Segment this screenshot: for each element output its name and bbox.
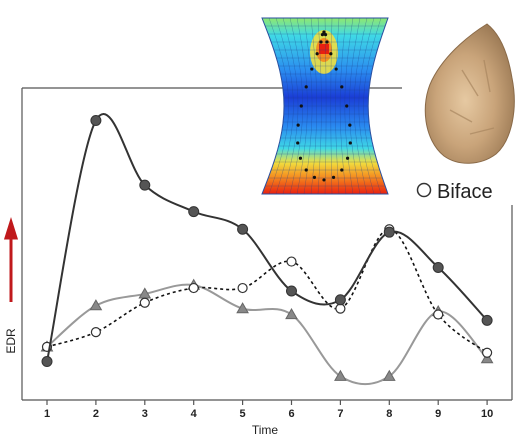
data-point bbox=[236, 302, 249, 314]
series-line bbox=[46, 112, 488, 362]
data-point bbox=[89, 299, 103, 311]
series-filled-circle bbox=[41, 112, 493, 368]
data-point bbox=[286, 285, 297, 297]
data-point bbox=[188, 282, 199, 294]
x-tick-label: 4 bbox=[191, 408, 198, 420]
legend-marker-open-circle bbox=[416, 182, 432, 198]
data-point bbox=[90, 327, 102, 338]
x-tick-label: 7 bbox=[337, 408, 343, 420]
y-axis-title: EDR bbox=[4, 328, 18, 354]
data-point bbox=[481, 314, 493, 326]
series-filled-triangle bbox=[40, 278, 494, 386]
x-tick-label: 9 bbox=[435, 408, 441, 420]
data-point bbox=[382, 369, 396, 381]
data-point bbox=[335, 303, 346, 314]
data-point bbox=[139, 179, 151, 191]
data-point bbox=[41, 356, 53, 368]
x-tick-label: 3 bbox=[142, 408, 148, 420]
data-point bbox=[285, 307, 298, 320]
series-line bbox=[46, 228, 488, 354]
data-point bbox=[432, 261, 444, 273]
deformed-grid-heatmap-icon bbox=[261, 17, 389, 195]
data-point bbox=[237, 223, 249, 235]
data-point bbox=[237, 282, 248, 294]
y-axis-title-group: EDR bbox=[3, 216, 19, 354]
data-point bbox=[90, 114, 102, 126]
x-axis-ticks: 1 2 3 4 5 6 7 8 9 10 bbox=[44, 400, 493, 420]
data-point bbox=[334, 294, 346, 306]
x-axis-title: Time bbox=[252, 423, 279, 437]
legend-label-biface: Biface bbox=[437, 181, 493, 203]
handaxe-stone-icon bbox=[424, 23, 515, 164]
x-tick-label: 10 bbox=[481, 408, 493, 420]
data-point bbox=[334, 369, 347, 381]
x-tick-label: 1 bbox=[44, 408, 50, 420]
x-tick-label: 2 bbox=[93, 408, 99, 420]
x-tick-label: 5 bbox=[240, 408, 246, 420]
data-point bbox=[286, 256, 297, 267]
x-tick-label: 8 bbox=[386, 408, 392, 420]
data-point bbox=[433, 309, 444, 320]
series-open-circle bbox=[41, 224, 493, 358]
data-point bbox=[480, 352, 494, 364]
data-point bbox=[188, 206, 200, 218]
legend: Biface bbox=[416, 181, 493, 203]
data-point bbox=[383, 226, 395, 238]
up-arrow-icon bbox=[3, 216, 19, 302]
data-point bbox=[139, 297, 150, 308]
x-tick-label: 6 bbox=[288, 408, 294, 420]
series-layer bbox=[40, 112, 494, 386]
data-point bbox=[482, 347, 493, 358]
series-line bbox=[46, 283, 488, 386]
